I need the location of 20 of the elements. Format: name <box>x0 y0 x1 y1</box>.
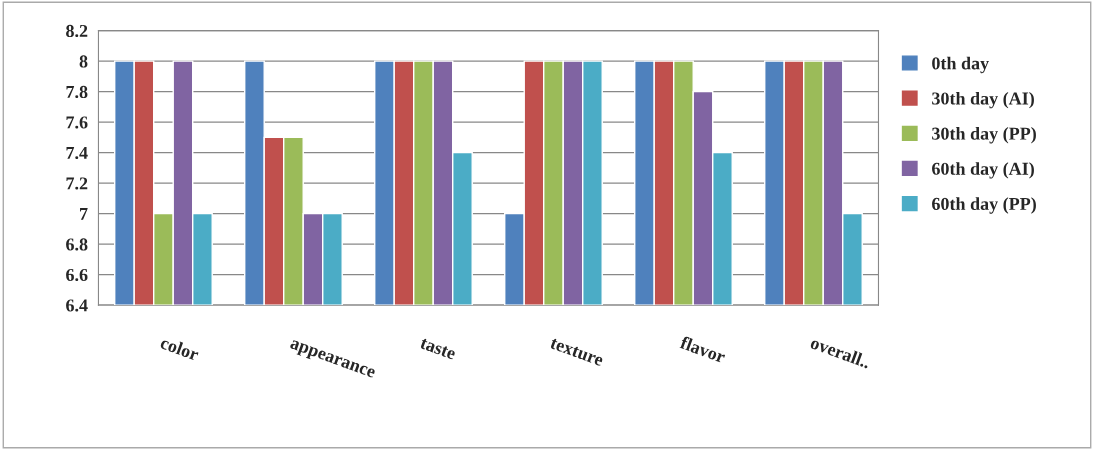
x-tick-label: overall.. <box>809 335 872 369</box>
y-tick-label: 8.2 <box>66 24 88 38</box>
x-tick-label: taste <box>419 337 457 360</box>
x-tick-label: color <box>159 335 200 361</box>
y-tick-label: 7.6 <box>66 116 88 129</box>
x-tick-label: flavor <box>679 335 727 364</box>
y-tick-label: 6.6 <box>66 268 88 282</box>
legend-label: 30th day (AI) <box>932 91 1034 109</box>
y-tick-label: 7 <box>80 208 88 220</box>
y-tick-label: 6.8 <box>66 238 88 251</box>
x-tick-label: texture <box>549 337 604 367</box>
legend-label: 60th day (PP) <box>932 197 1036 214</box>
y-tick-label: 7.2 <box>66 177 88 190</box>
legend-label: 0th day <box>932 56 989 74</box>
y-tick-label: 8 <box>79 55 88 68</box>
y-tick-label: 7.4 <box>66 146 88 160</box>
y-tick-label: 6.4 <box>66 299 88 312</box>
legend-label: 60th day (AI) <box>932 162 1034 179</box>
y-tick-label: 7.8 <box>66 85 88 99</box>
legend-label: 30th day (PP) <box>932 127 1036 144</box>
